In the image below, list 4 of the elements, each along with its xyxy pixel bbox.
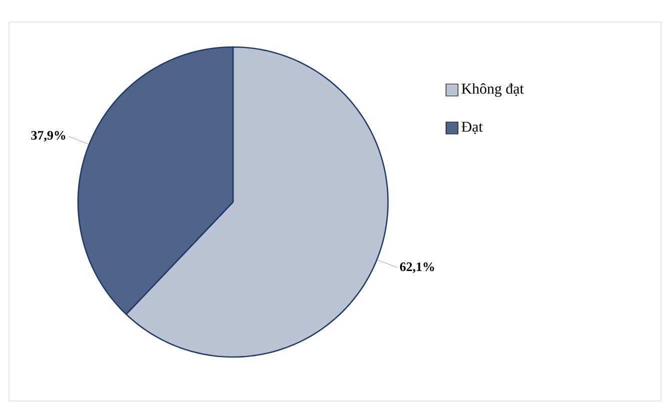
data-label: 62,1% [400, 262, 434, 274]
legend-label: Không đạt [462, 83, 524, 97]
legend-label: Đạt [462, 122, 483, 134]
data-label: 37,9% [31, 130, 66, 142]
